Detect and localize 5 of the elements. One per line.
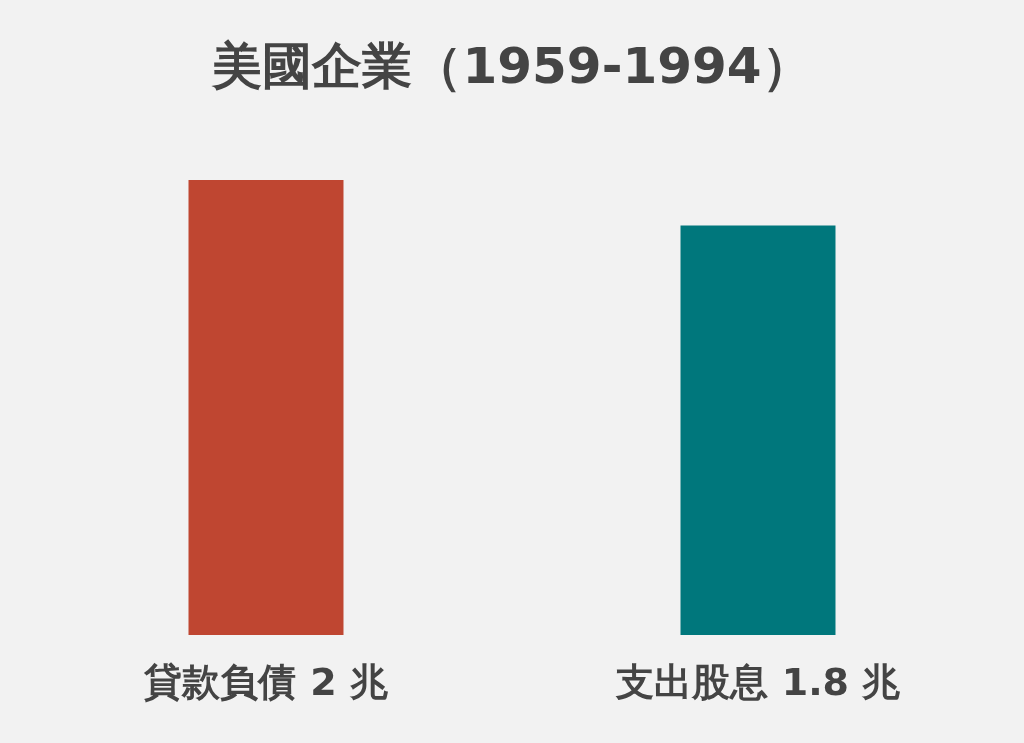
chart-title: 美國企業（1959-1994）	[211, 36, 812, 95]
data-label: 2 兆	[310, 659, 388, 704]
x-tick-label: 貸款負債	[143, 659, 297, 704]
x-tick-label: 支出股息	[614, 659, 768, 704]
data-label: 1.8 兆	[781, 659, 901, 704]
